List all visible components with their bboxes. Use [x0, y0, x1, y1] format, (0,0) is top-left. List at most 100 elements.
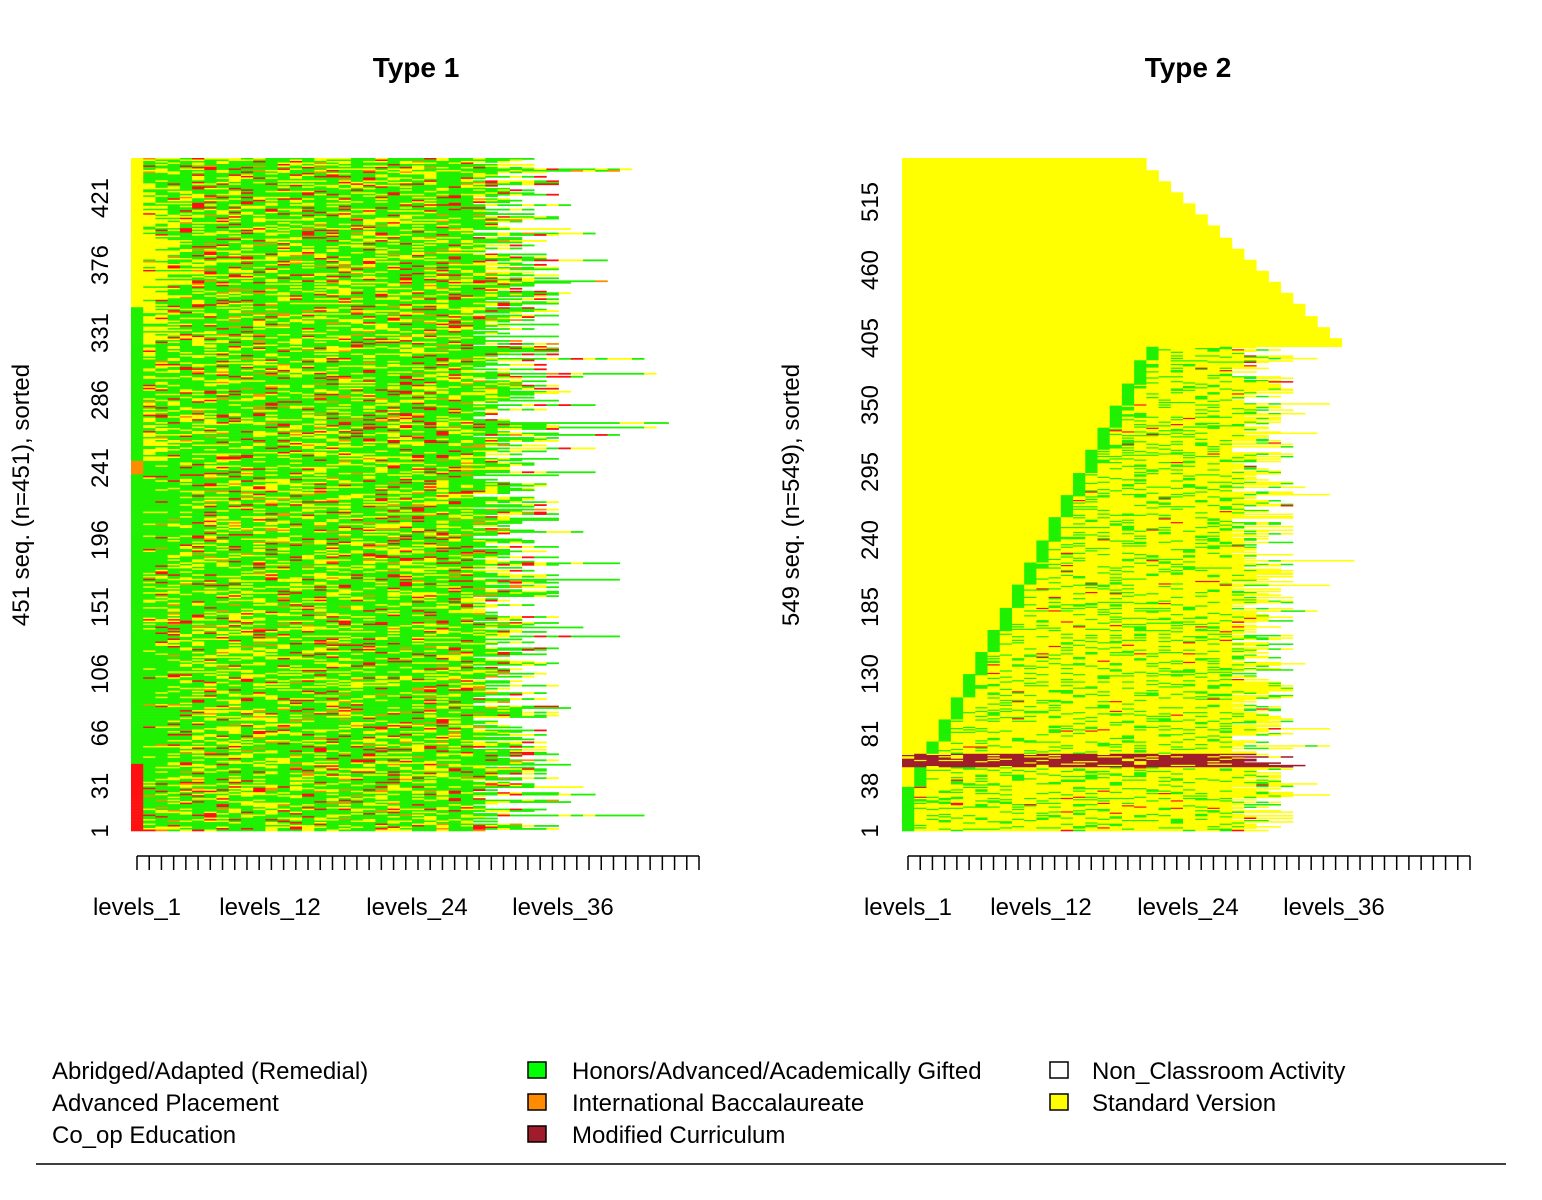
sequence-segment — [436, 489, 449, 492]
sequence-segment — [350, 440, 364, 442]
sequence-segment — [460, 371, 486, 374]
sequence-segment — [497, 496, 511, 499]
sequence-segment — [155, 341, 168, 344]
sequence-segment — [253, 444, 266, 447]
sequence-segment — [534, 295, 547, 298]
sequence-segment — [350, 232, 364, 235]
sequence-segment — [497, 541, 511, 544]
sequence-segment — [350, 299, 401, 302]
sequence-segment — [436, 172, 474, 175]
sequence-segment — [131, 395, 217, 398]
sequence-segment — [265, 392, 278, 395]
sequence-segment — [534, 434, 596, 436]
sequence-segment — [412, 516, 425, 518]
sequence-segment — [436, 329, 449, 332]
sequence-segment — [204, 538, 217, 541]
sequence-segment — [167, 425, 278, 427]
sequence-segment — [350, 158, 376, 160]
sequence-segment — [131, 269, 144, 272]
sequence-segment — [216, 314, 254, 317]
sequence-segment — [375, 263, 449, 266]
sequence-segment — [363, 252, 376, 254]
sequence-segment — [350, 202, 401, 205]
sequence-segment — [277, 299, 291, 302]
sequence-segment — [387, 441, 401, 444]
sequence-segment — [448, 425, 511, 427]
sequence-segment — [131, 166, 144, 169]
sequence-segment — [228, 207, 242, 210]
sequence-segment — [131, 193, 156, 196]
sequence-segment — [350, 241, 364, 244]
sequence-segment — [253, 396, 266, 399]
sequence-segment — [509, 496, 535, 499]
sequence-segment — [192, 484, 217, 487]
sequence-segment — [228, 299, 242, 302]
sequence-segment — [253, 202, 266, 205]
sequence-segment — [473, 450, 498, 453]
sequence-segment — [192, 304, 217, 307]
sequence-segment — [192, 501, 205, 504]
sequence-segment — [289, 444, 303, 447]
sequence-segment — [228, 541, 254, 544]
sequence-segment — [350, 298, 364, 301]
sequence-segment — [326, 257, 364, 260]
sequence-segment — [131, 351, 144, 354]
sequence-segment — [412, 346, 425, 348]
sequence-segment — [326, 174, 339, 177]
sequence-segment — [179, 310, 230, 312]
sequence-segment — [387, 363, 401, 366]
sequence-segment — [228, 537, 278, 539]
sequence-segment — [326, 235, 339, 238]
sequence-segment — [192, 225, 205, 227]
sequence-segment — [436, 289, 449, 292]
sequence-segment — [302, 501, 339, 504]
sequence-segment — [314, 265, 327, 268]
sequence-segment — [387, 511, 437, 514]
sequence-segment — [473, 375, 511, 378]
sequence-segment — [204, 511, 217, 514]
sequence-segment — [302, 504, 315, 506]
sequence-segment — [412, 419, 437, 421]
sequence-segment — [131, 284, 168, 287]
sequence-segment — [155, 347, 168, 350]
sequence-segment — [228, 274, 242, 277]
sequence-segment — [546, 301, 559, 304]
sequence-segment — [326, 463, 364, 466]
sequence-segment — [253, 346, 291, 348]
sequence-segment — [143, 260, 156, 263]
sequence-segment — [387, 387, 401, 390]
sequence-segment — [143, 420, 156, 423]
sequence-segment — [448, 293, 462, 296]
sequence-segment — [583, 562, 620, 565]
sequence-segment — [253, 311, 266, 314]
sequence-segment — [265, 343, 291, 345]
sequence-segment — [240, 205, 266, 208]
sequence-segment — [436, 378, 462, 381]
sequence-segment — [228, 226, 254, 229]
sequence-segment — [277, 502, 291, 505]
sequence-segment — [436, 438, 449, 441]
sequence-segment — [326, 325, 352, 327]
sequence-segment — [167, 407, 181, 409]
sequence-segment — [265, 266, 303, 269]
sequence-segment — [424, 228, 449, 230]
sequence-segment — [155, 447, 168, 450]
sequence-segment — [314, 474, 327, 477]
sequence-segment — [265, 413, 315, 415]
sequence-segment — [216, 295, 230, 298]
sequence-segment — [326, 529, 339, 532]
sequence-segment — [265, 165, 278, 168]
sequence-segment — [534, 293, 547, 296]
sequence-segment — [424, 454, 437, 457]
sequence-segment — [399, 428, 413, 430]
sequence-segment — [131, 162, 144, 165]
sequence-segment — [228, 383, 315, 386]
sequence-segment — [473, 389, 498, 392]
sequence-segment — [497, 432, 523, 435]
sequence-segment — [131, 402, 144, 405]
sequence-segment — [265, 316, 278, 318]
sequence-segment — [399, 280, 413, 283]
sequence-segment — [546, 426, 559, 429]
sequence-segment — [216, 290, 230, 293]
sequence-segment — [521, 204, 535, 207]
